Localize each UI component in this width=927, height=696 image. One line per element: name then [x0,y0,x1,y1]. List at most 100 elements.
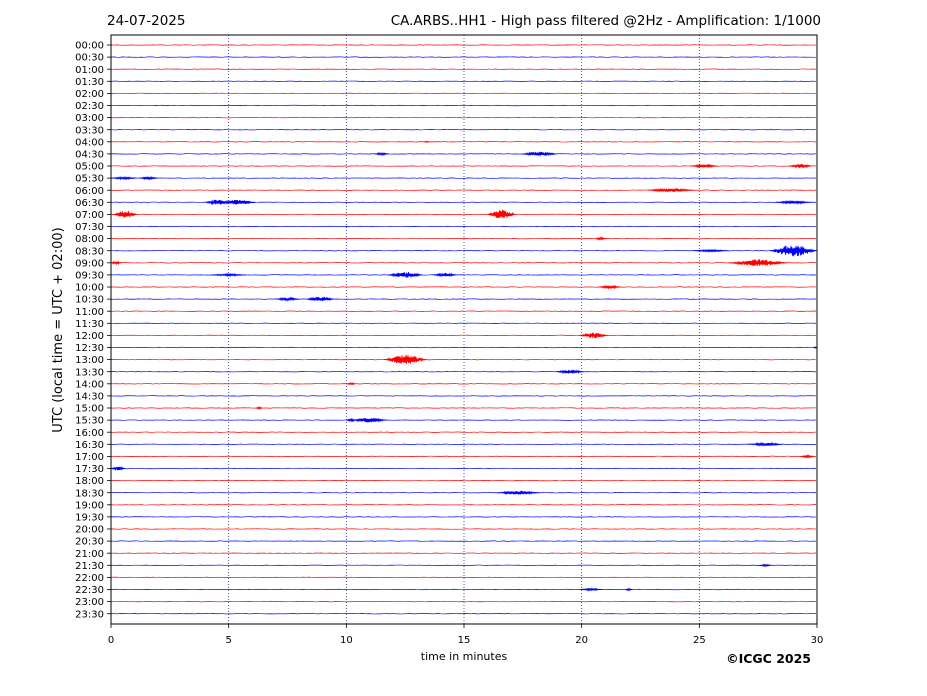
y-tick-label: 05:30 [75,174,104,185]
trace-row [110,153,817,155]
trace-row [110,334,817,337]
trace-row [110,552,817,554]
copyright-label: ©ICGC 2025 [726,651,811,666]
x-tick-label: 30 [811,635,824,646]
trace-row [110,588,817,591]
y-tick-label: 09:00 [75,258,104,269]
y-tick-label: 11:00 [75,307,104,318]
y-tick-label: 15:00 [75,404,104,415]
y-tick-label: 02:00 [75,89,104,100]
trace-row [110,492,817,494]
seismic-event [110,175,137,181]
trace-row [110,213,817,216]
seismic-event [275,296,300,302]
seismic-event [693,248,729,253]
y-tick-label: 07:30 [75,222,104,233]
x-tick-label: 0 [108,635,114,646]
y-axis-ticks: 00:0000:3001:0001:3002:0002:3003:0003:30… [75,41,111,620]
y-tick-label: 23:30 [75,609,104,620]
y-tick-label: 13:30 [75,367,104,378]
trace-row [110,68,817,70]
seismic-event [813,346,818,349]
seismic-event [769,245,817,257]
seismic-event [496,490,539,496]
trace-row [110,419,817,421]
chart-date: 24-07-2025 [107,13,185,29]
seismic-event [374,151,389,157]
y-tick-label: 05:00 [75,162,104,173]
y-tick-label: 04:30 [75,150,104,161]
trace-row [110,262,817,264]
trace-row [110,479,817,482]
y-tick-label: 13:00 [75,355,104,366]
y-tick-label: 20:00 [75,525,104,536]
y-tick-label: 16:00 [75,428,104,439]
trace-row [110,346,817,349]
seismic-event [487,209,516,219]
seismic-event [598,284,622,290]
y-tick-label: 12:00 [75,331,104,342]
seismic-event [220,199,256,205]
y-tick-label: 01:00 [75,65,104,76]
trace-row [110,141,817,143]
trace-row [110,407,817,409]
seismic-event [579,587,603,592]
trace-row [110,504,817,506]
trace-row [110,104,817,107]
trace-row [110,237,817,240]
seismic-event [728,259,788,267]
trace-row [110,455,817,458]
y-tick-label: 16:30 [75,440,104,451]
y-tick-label: 17:00 [75,452,104,463]
trace-row [110,56,817,58]
y-tick-label: 08:00 [75,234,104,245]
x-tick-label: 5 [225,635,231,646]
seismic-event [747,441,783,447]
y-tick-label: 10:00 [75,283,104,294]
trace-row [110,80,817,82]
seismic-event [433,272,457,278]
trace-row [110,116,817,119]
trace-row [110,564,817,566]
y-tick-label: 18:00 [75,476,104,487]
y-tick-label: 03:30 [75,125,104,136]
y-tick-label: 09:30 [75,271,104,282]
seismic-event [346,381,356,386]
y-tick-label: 20:30 [75,537,104,548]
y-tick-label: 19:00 [75,500,104,511]
seismic-event [788,164,813,169]
seismic-event [775,199,811,205]
seismic-event [625,587,633,592]
y-tick-label: 15:30 [75,416,104,427]
trace-row [110,177,817,179]
trace-row [110,322,817,324]
y-tick-label: 17:30 [75,464,104,475]
seismic-event [255,405,263,410]
y-tick-label: 04:00 [75,137,104,148]
y-tick-label: 06:00 [75,186,104,197]
seismic-events [110,140,818,592]
trace-row [110,358,817,361]
y-tick-label: 07:00 [75,210,104,221]
y-axis-label: UTC (local time = UTC + 02:00) [51,227,66,432]
trace-row [110,310,817,312]
seismic-event [800,453,815,459]
seismic-event [647,187,695,193]
seismic-event [211,272,247,278]
y-tick-label: 14:30 [75,392,104,403]
seismic-event [110,465,126,472]
y-tick-label: 01:30 [75,77,104,88]
trace-row [110,298,817,300]
trace-row [110,540,817,542]
trace-row [110,576,817,579]
x-tick-label: 20 [575,635,588,646]
trace-row [110,44,817,46]
y-tick-label: 19:30 [75,513,104,524]
y-tick-label: 18:30 [75,488,104,499]
trace-lines [110,44,817,615]
x-axis-label: time in minutes [421,650,508,663]
seismic-event [113,210,137,218]
seismic-event [594,236,607,241]
vertical-gridlines [228,35,700,624]
y-tick-label: 21:30 [75,561,104,572]
